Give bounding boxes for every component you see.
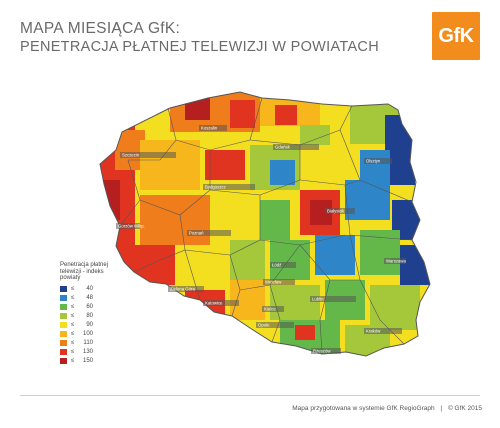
legend-value: 60 [86,303,93,310]
legend-operator: ≤ [71,312,75,319]
legend-item: ≤90 [60,321,140,330]
region-borders [119,97,413,355]
gfk-logo: GfK [432,12,480,60]
legend-operator: ≤ [71,303,75,310]
footer-credit: Mapa przygotowana w systemie GfK RegioGr… [292,405,435,412]
legend-swatch [60,313,67,320]
footer-divider [20,395,480,396]
legend-item: ≤100 [60,330,140,339]
city-label: Szczecin [122,153,140,158]
legend-item: ≤130 [60,348,140,357]
legend-swatch [60,358,67,365]
city-label: Gdańsk [275,145,291,150]
footer-separator: | [440,405,443,412]
city-label: Opole [258,323,270,328]
legend-operator: ≤ [71,285,75,292]
city-labels: Koszalin Gdańsk Olsztyn Szczecin Bydgosz… [116,125,407,354]
legend-operator: ≤ [71,330,75,337]
city-label: Warszawa [386,259,407,264]
legend-item: ≤80 [60,312,140,321]
legend-value: 100 [82,330,93,337]
legend-operator: ≤ [71,357,75,364]
city-label: Katowice [205,301,223,306]
legend-swatch [60,295,67,302]
legend-value: 130 [82,348,93,355]
legend-item: ≤150 [60,357,140,366]
legend-value: 80 [86,312,93,319]
title-line-2: PENETRACJA PŁATNEJ TELEWIZJI W POWIATACH [20,39,379,55]
city-label: Zielona Góra [170,287,195,292]
city-label: Gorzów Wlkp. [118,224,145,229]
city-label: Olsztyn [366,159,381,164]
legend-item: ≤48 [60,294,140,303]
legend-title: Penetracja płatnej telewizji - indeks po… [60,262,140,282]
legend-value: 40 [86,285,93,292]
legend-title-line: telewizji - indeks [60,268,104,275]
legend-title-line: powiaty [60,275,81,282]
legend-operator: ≤ [71,294,75,301]
legend-swatch [60,322,67,329]
city-label: Koszalin [201,126,218,131]
city-label: Łódź [272,263,281,268]
footer-copyright: © GfK 2015 [447,405,482,412]
city-label: Poznań [189,231,204,236]
legend-swatch [60,286,67,293]
legend-operator: ≤ [71,348,75,355]
page-title: MAPA MIESIĄCA GfK: PENETRACJA PŁATNEJ TE… [20,20,379,56]
city-label: Lublin [312,297,324,302]
legend-operator: ≤ [71,321,75,328]
city-label: Białystok [327,209,345,214]
legend-item: ≤110 [60,339,140,348]
map-legend: Penetracja płatnej telewizji - indeks po… [60,262,140,366]
legend-item: ≤40 [60,285,140,294]
city-label: Rzeszów [313,349,331,354]
legend-swatch [60,349,67,356]
legend-title-line: Penetracja płatnej [60,262,109,268]
city-label: Wrocław [265,280,282,285]
legend-item: ≤60 [60,303,140,312]
legend-value: 90 [86,321,93,328]
legend-value: 110 [83,339,93,346]
city-label: Kielce [264,307,276,312]
legend-swatch [60,304,67,311]
legend-value: 48 [86,294,93,301]
legend-value: 150 [82,357,93,364]
legend-operator: ≤ [71,339,75,346]
legend-swatch [60,340,67,347]
country-border [99,91,431,357]
legend-swatch [60,331,67,338]
footer: Mapa przygotowana w systemie GfK RegioGr… [292,405,482,412]
city-label: Bydgoszcz [205,185,226,190]
title-line-1: MAPA MIESIĄCA GfK: [20,20,181,37]
legend-items: ≤40 ≤48 ≤60 ≤80 ≤90 ≤100 ≤110 ≤130 ≤150 [60,285,140,366]
city-label: Kraków [366,329,381,334]
